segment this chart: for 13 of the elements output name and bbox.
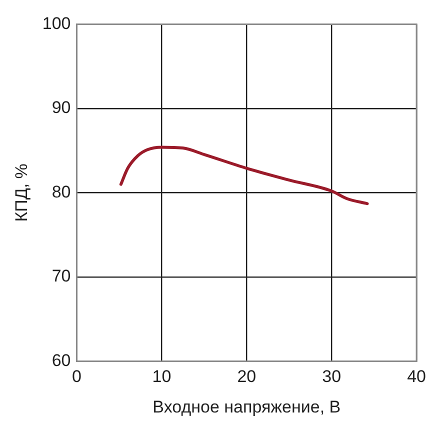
x-tick-label: 30 — [322, 367, 342, 386]
x-axis-title: Входное напряжение, В — [152, 397, 341, 416]
y-tick-label: 90 — [52, 98, 71, 118]
x-tick-label: 0 — [72, 367, 82, 386]
x-tick-label: 10 — [152, 367, 172, 386]
x-tick-label: 20 — [237, 367, 256, 386]
y-tick-label: 100 — [42, 14, 71, 33]
y-tick-label: 80 — [52, 182, 71, 202]
y-tick-label: 60 — [52, 350, 71, 370]
y-tick-label: 70 — [52, 266, 71, 286]
x-tick-label: 40 — [407, 367, 426, 386]
line-series — [119, 146, 369, 206]
y-axis-title: КПД, % — [12, 164, 31, 222]
